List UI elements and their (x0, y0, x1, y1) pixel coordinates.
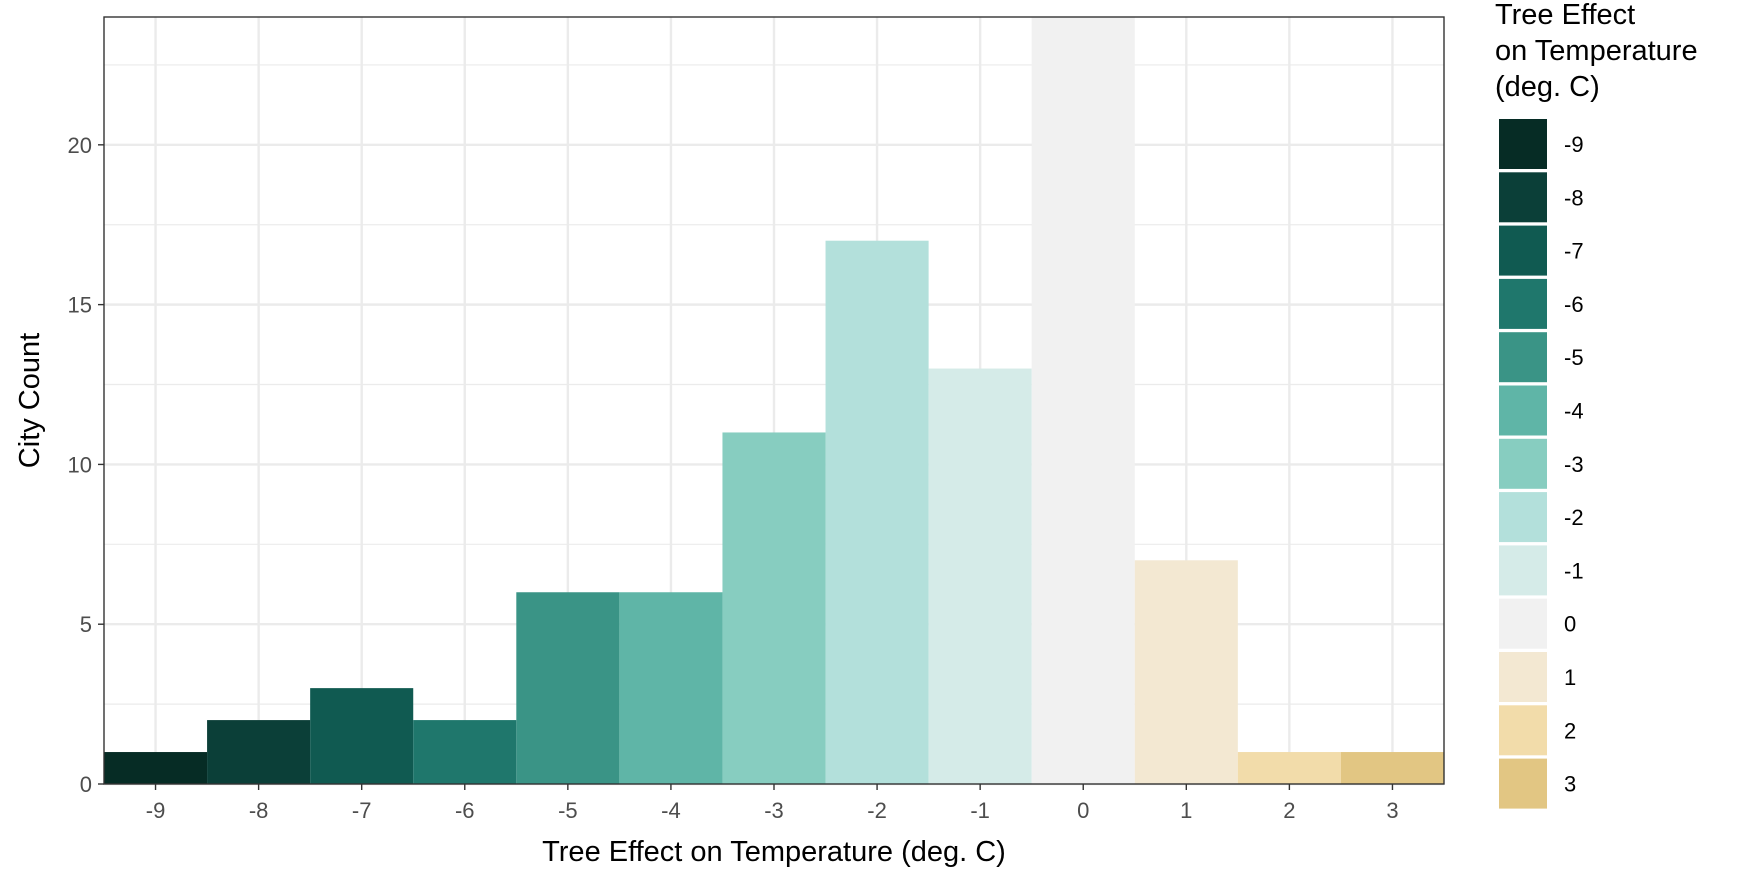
bar (104, 752, 208, 784)
y-tick-label: 15 (68, 293, 92, 318)
bar (1134, 560, 1238, 784)
legend-label: -2 (1564, 505, 1584, 530)
legend-key (1499, 705, 1547, 756)
legend-title-line: Tree Effect (1495, 0, 1635, 31)
legend-key (1499, 119, 1547, 169)
x-axis-title: Tree Effect on Temperature (deg. C) (542, 836, 1006, 868)
bars (104, 17, 1444, 785)
legend-key (1499, 652, 1547, 702)
legend: Tree Effect on Temperature (deg. C) -9 -8 -7… (1495, 0, 1698, 809)
legend-label: -6 (1564, 292, 1584, 317)
legend-items: -9 -8 -7 -6 -5 -4 -3 -2 -1 0 1 2 3 (1499, 119, 1584, 809)
legend-label: 0 (1564, 612, 1576, 637)
x-tick-label: -2 (867, 798, 887, 823)
y-tick-label: 20 (68, 133, 92, 158)
legend-key (1499, 278, 1547, 329)
y-tick-label: 10 (68, 452, 92, 477)
legend-label: 3 (1564, 772, 1576, 797)
x-tick-label: -9 (146, 798, 166, 823)
bar (928, 368, 1032, 784)
legend-key (1499, 332, 1547, 383)
legend-label: 2 (1564, 718, 1576, 743)
x-tick-label: 0 (1077, 798, 1089, 823)
x-tick-label: 1 (1180, 798, 1192, 823)
x-tick-label: -6 (455, 798, 475, 823)
bar (310, 688, 414, 784)
bar (825, 240, 929, 785)
y-axis: 0 5 10 15 20 (68, 133, 104, 797)
x-axis: -9 -8 -7 -6 -5 -4 -3 -2 -1 0 1 2 3 (146, 784, 1399, 823)
bar (516, 592, 620, 784)
y-tick-label: 5 (80, 612, 92, 637)
legend-label: -8 (1564, 185, 1584, 210)
y-axis-title: City Count (14, 333, 46, 468)
bar (413, 720, 517, 784)
bar (1340, 752, 1444, 784)
x-tick-label: 3 (1386, 798, 1398, 823)
legend-key (1499, 225, 1547, 276)
bar (619, 592, 723, 784)
x-tick-label: -3 (764, 798, 784, 823)
legend-label: 1 (1564, 665, 1576, 690)
x-tick-label: -1 (970, 798, 990, 823)
bar (722, 432, 826, 784)
x-tick-label: -4 (661, 798, 681, 823)
legend-key (1499, 758, 1547, 809)
legend-label: -9 (1564, 132, 1584, 157)
legend-label: -5 (1564, 345, 1584, 370)
x-tick-label: -5 (558, 798, 578, 823)
legend-key (1499, 598, 1547, 649)
x-tick-label: -8 (249, 798, 269, 823)
y-tick-label: 0 (80, 772, 92, 797)
bar (1031, 17, 1135, 784)
legend-key (1499, 438, 1547, 489)
bar (1237, 752, 1341, 784)
legend-key (1499, 385, 1547, 436)
legend-label: -1 (1564, 558, 1584, 583)
legend-title-line: on Temperature (1495, 35, 1698, 67)
x-tick-label: 2 (1283, 798, 1295, 823)
legend-key (1499, 545, 1547, 596)
legend-key (1499, 172, 1547, 223)
legend-label: -4 (1564, 399, 1584, 424)
legend-label: -3 (1564, 452, 1584, 477)
legend-title-line: (deg. C) (1495, 71, 1600, 103)
x-tick-label: -7 (352, 798, 372, 823)
legend-label: -7 (1564, 239, 1584, 264)
legend-key (1499, 492, 1547, 543)
legend-title: Tree Effect on Temperature (deg. C) (1495, 0, 1698, 103)
bar (207, 720, 311, 784)
